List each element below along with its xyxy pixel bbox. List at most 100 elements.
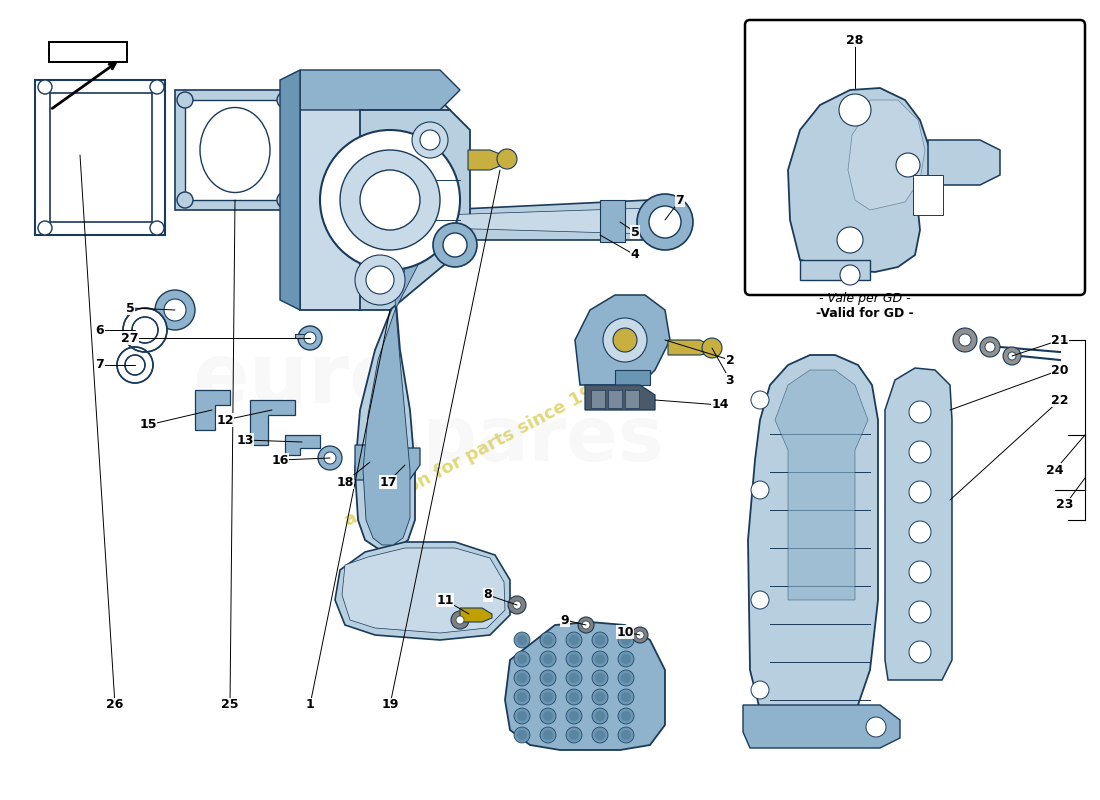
Circle shape [578, 617, 594, 633]
Circle shape [543, 730, 553, 740]
Polygon shape [300, 70, 460, 110]
Circle shape [909, 641, 931, 663]
Circle shape [324, 452, 336, 464]
Text: 8: 8 [484, 589, 493, 602]
Text: 24: 24 [1046, 463, 1064, 477]
Circle shape [517, 673, 527, 683]
Circle shape [497, 149, 517, 169]
Circle shape [592, 632, 608, 648]
Text: 22: 22 [1052, 394, 1069, 406]
Circle shape [840, 265, 860, 285]
Polygon shape [342, 548, 505, 633]
Circle shape [543, 711, 553, 721]
Circle shape [909, 561, 931, 583]
Circle shape [618, 708, 634, 724]
Circle shape [514, 651, 530, 667]
Circle shape [451, 611, 469, 629]
Circle shape [517, 730, 527, 740]
Circle shape [514, 708, 530, 724]
Circle shape [566, 670, 582, 686]
Circle shape [909, 521, 931, 543]
Circle shape [540, 651, 556, 667]
Circle shape [304, 332, 316, 344]
Polygon shape [800, 260, 870, 280]
Circle shape [595, 730, 605, 740]
Text: 14: 14 [712, 398, 728, 411]
Polygon shape [788, 88, 930, 272]
Circle shape [909, 441, 931, 463]
Circle shape [959, 334, 971, 346]
Circle shape [150, 80, 164, 94]
Circle shape [569, 673, 579, 683]
Bar [48, 41, 128, 63]
Text: 21: 21 [1052, 334, 1069, 346]
Polygon shape [336, 542, 510, 640]
Text: euro: euro [192, 339, 407, 421]
Circle shape [618, 632, 634, 648]
Circle shape [582, 621, 590, 629]
Text: 15: 15 [140, 418, 156, 431]
Polygon shape [295, 334, 310, 338]
Bar [913, 175, 943, 215]
Circle shape [595, 654, 605, 664]
Circle shape [355, 255, 405, 305]
Circle shape [155, 290, 195, 330]
Polygon shape [928, 140, 1000, 185]
Text: 1: 1 [306, 698, 315, 711]
Text: 3: 3 [726, 374, 735, 386]
Circle shape [514, 689, 530, 705]
Circle shape [837, 227, 864, 253]
Text: 5: 5 [125, 302, 134, 314]
Circle shape [566, 689, 582, 705]
Text: 20: 20 [1052, 363, 1069, 377]
Text: 9: 9 [561, 614, 570, 626]
Polygon shape [175, 90, 295, 210]
Text: 4: 4 [630, 249, 639, 262]
Bar [608, 390, 622, 408]
Polygon shape [468, 150, 510, 170]
Text: 2: 2 [726, 354, 735, 366]
Circle shape [1003, 347, 1021, 365]
Circle shape [514, 670, 530, 686]
Circle shape [569, 692, 579, 702]
Polygon shape [505, 622, 666, 750]
FancyBboxPatch shape [745, 20, 1085, 295]
Circle shape [751, 681, 769, 699]
Circle shape [632, 627, 648, 643]
Circle shape [613, 328, 637, 352]
Circle shape [649, 206, 681, 238]
Circle shape [517, 711, 527, 721]
Circle shape [1008, 352, 1016, 360]
Circle shape [595, 673, 605, 683]
Circle shape [566, 727, 582, 743]
Circle shape [621, 673, 631, 683]
Circle shape [592, 651, 608, 667]
Circle shape [517, 654, 527, 664]
Polygon shape [360, 110, 470, 310]
Circle shape [513, 601, 521, 609]
Polygon shape [600, 200, 625, 242]
Circle shape [39, 80, 52, 94]
Circle shape [366, 266, 394, 294]
Circle shape [621, 730, 631, 740]
Circle shape [298, 326, 322, 350]
Polygon shape [355, 445, 385, 480]
Circle shape [984, 342, 996, 352]
Polygon shape [460, 608, 492, 622]
Text: 11: 11 [437, 594, 453, 606]
Circle shape [360, 170, 420, 230]
Circle shape [543, 635, 553, 645]
Text: - Vale per GD -: - Vale per GD - [820, 292, 911, 305]
Circle shape [566, 632, 582, 648]
Circle shape [618, 651, 634, 667]
Circle shape [277, 92, 293, 108]
Circle shape [751, 591, 769, 609]
Polygon shape [280, 70, 300, 310]
Text: 12: 12 [217, 414, 233, 426]
Polygon shape [355, 240, 434, 550]
Circle shape [603, 318, 647, 362]
Circle shape [595, 692, 605, 702]
Circle shape [637, 194, 693, 250]
Polygon shape [585, 385, 654, 410]
Circle shape [412, 122, 448, 158]
